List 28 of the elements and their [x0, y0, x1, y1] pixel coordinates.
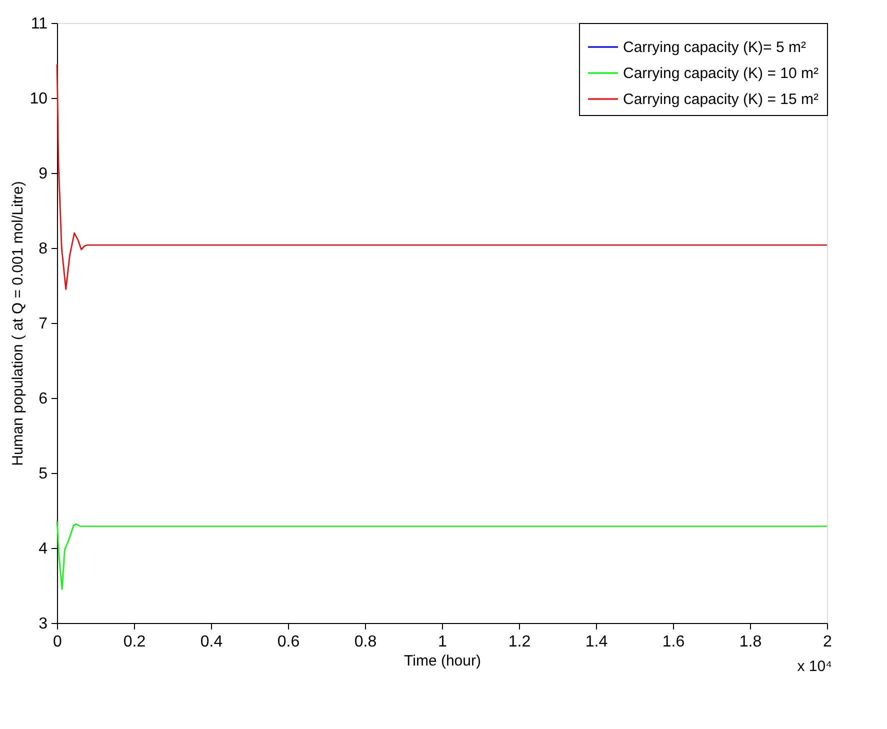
- x-tick-label: 1: [438, 634, 448, 650]
- line-series: [56, 64, 828, 290]
- y-axis-title: Human population ( at Q = 0.001 mol/Litre): [10, 181, 27, 466]
- x-tick-label: 2: [823, 634, 832, 650]
- x-tick-label: 1.8: [739, 634, 762, 650]
- x-tick-label: 0.6: [277, 634, 300, 650]
- x-tick-label: 0.4: [200, 634, 223, 650]
- y-tick-label: 7: [38, 316, 48, 332]
- y-tick-label: 9: [38, 166, 48, 182]
- y-tick-label: 5: [38, 466, 48, 482]
- legend-label: Carrying capacity (K)= 5 m²: [623, 39, 806, 56]
- legend-label: Carrying capacity (K) = 15 m²: [623, 91, 818, 108]
- x-tick-label: 0: [53, 634, 62, 650]
- x-axis-title: Time (hour): [404, 652, 481, 670]
- y-tick-label: 11: [30, 16, 48, 32]
- y-tick-label: 3: [38, 616, 48, 632]
- x-tick-label: 1.6: [662, 634, 685, 650]
- x-tick-label: 0.8: [354, 634, 377, 650]
- y-tick-label: 4: [38, 540, 48, 558]
- x-tick-label: 1.2: [508, 634, 531, 650]
- x-tick-label: 1.4: [585, 634, 608, 650]
- y-tick-label: 6: [38, 390, 48, 408]
- y-tick-label: 8: [38, 240, 48, 258]
- line-series: [56, 520, 828, 590]
- text: x 10⁴: [797, 658, 832, 675]
- x-tick-label: 0.2: [123, 634, 146, 650]
- y-tick-label: 10: [30, 90, 48, 108]
- legend-label: Carrying capacity (K) = 10 m²: [623, 65, 818, 82]
